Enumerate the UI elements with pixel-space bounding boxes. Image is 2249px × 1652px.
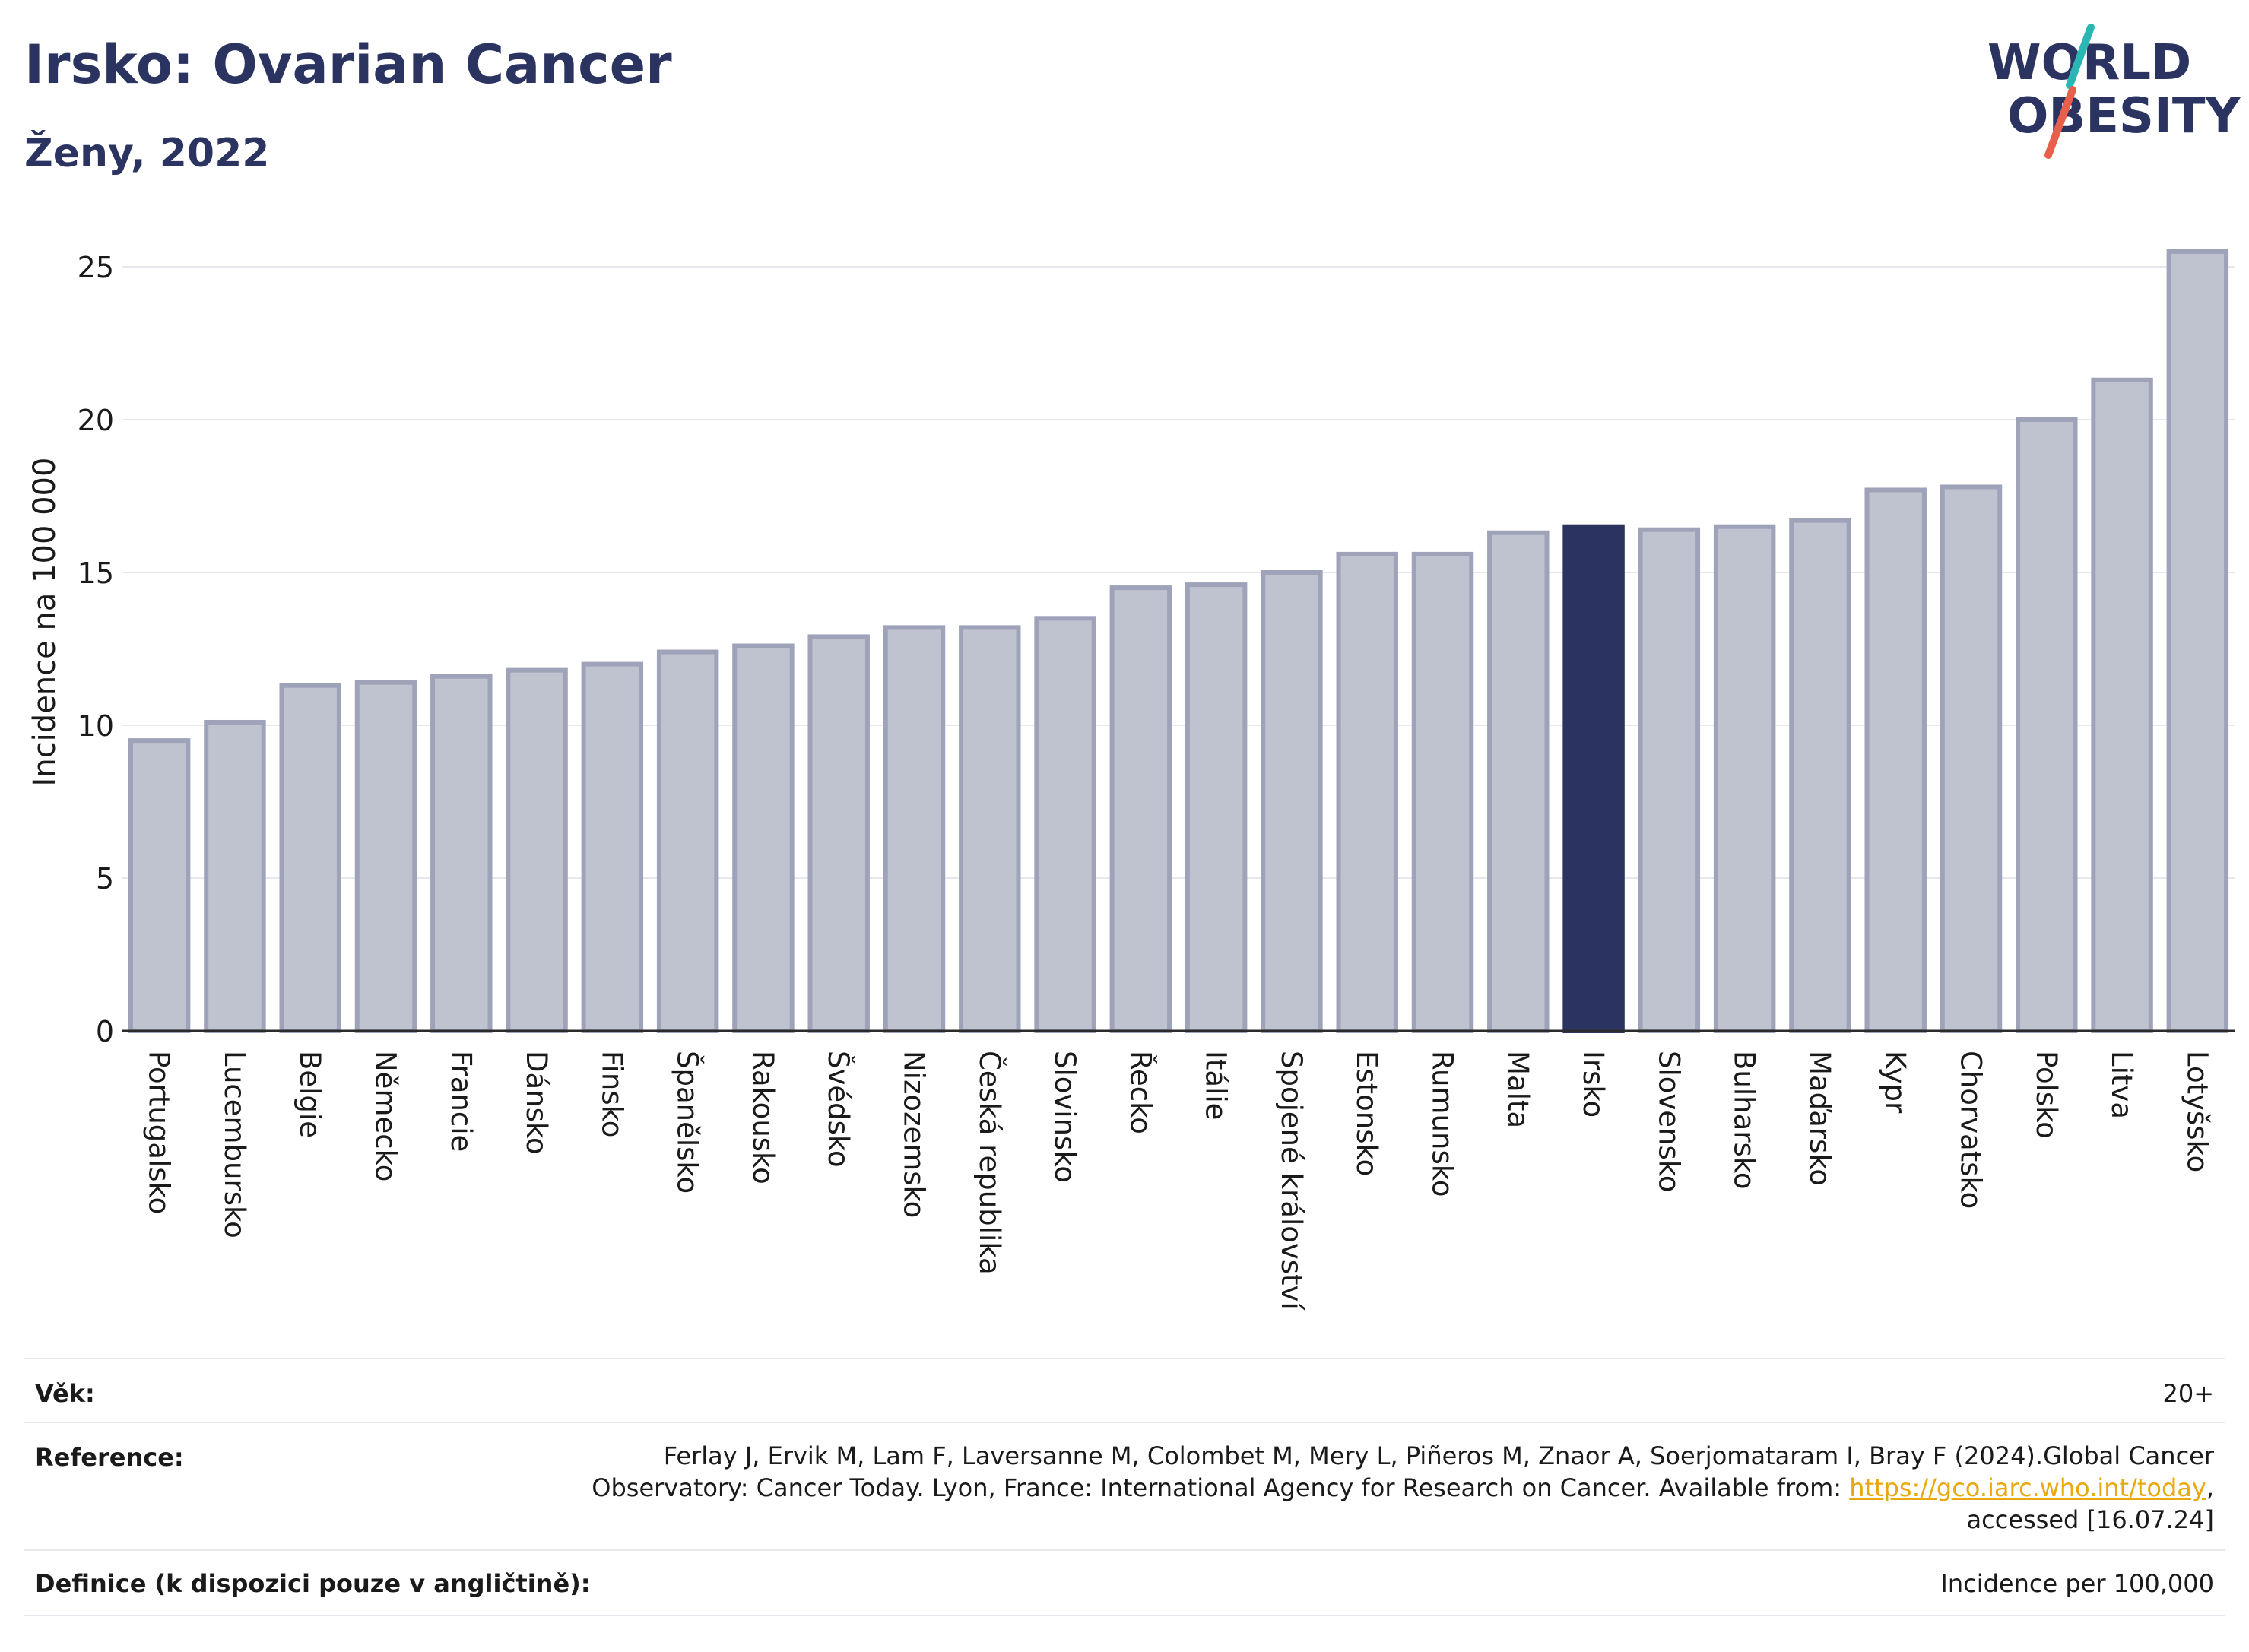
- bar-portugalsko: [128, 738, 191, 1033]
- bar-chorvatsko: [1940, 484, 2003, 1033]
- x-tick-label: Chorvatsko: [1955, 1051, 1987, 1209]
- bar-malta: [1487, 530, 1550, 1033]
- bar-slovensko: [1638, 527, 1701, 1033]
- x-tick-label: Bulharsko: [1728, 1051, 1761, 1189]
- bar-finsko: [581, 661, 644, 1033]
- x-tick-label: Slovensko: [1652, 1051, 1685, 1193]
- metadata-table: Věk: 20+ Reference: Ferlay J, Ervik M, L…: [24, 1358, 2225, 1616]
- y-tick-label: 0: [96, 1015, 114, 1048]
- bar-nizozemsko: [883, 625, 946, 1033]
- x-tick-label: Německo: [370, 1051, 402, 1181]
- bar-itálie: [1185, 582, 1248, 1033]
- bar-rakousko: [732, 643, 795, 1033]
- logo-slash-teal: [2066, 24, 2095, 89]
- age-value: 20+: [2162, 1379, 2214, 1408]
- logo-word-world: WORLD: [1987, 35, 2191, 91]
- x-tick-labels: Portugalsko Lucembursko Belgie Německo Franc…: [143, 1051, 2214, 1311]
- x-tick-label: Polsko: [2030, 1051, 2063, 1139]
- reference-label: Reference:: [35, 1443, 184, 1472]
- x-tick-label: Slovinsko: [1048, 1051, 1081, 1183]
- x-tick-label: Irsko: [1577, 1051, 1610, 1118]
- x-tick-label: Dánsko: [520, 1051, 553, 1155]
- x-tick-label: Česká republika: [973, 1051, 1007, 1275]
- bar-chart: 0 5 10 15 20 25 Portugalsko Lucembursko Belgie N…: [27, 249, 2235, 1311]
- age-label: Věk:: [35, 1379, 95, 1408]
- definition-label: Definice (k dispozici pouze v angličtině…: [35, 1569, 591, 1598]
- bar-rumunsko: [1411, 551, 1474, 1033]
- x-tick-label: Lucembursko: [218, 1051, 251, 1238]
- bar-řecko: [1109, 585, 1172, 1033]
- y-tick-label: 20: [78, 404, 114, 437]
- y-tick-labels: 0 5 10 15 20 25: [78, 251, 114, 1048]
- x-tick-label: Nizozemsko: [898, 1051, 931, 1218]
- x-tick-label: Rakousko: [747, 1051, 779, 1184]
- definition-value: Incidence per 100,000: [1940, 1569, 2214, 1598]
- reference-line-2-end: ,: [2206, 1473, 2214, 1502]
- x-tick-label: Belgie: [293, 1051, 326, 1138]
- meta-row-definition: Definice (k dispozici pouze v angličtině…: [24, 1549, 2225, 1616]
- bar-francie: [430, 674, 493, 1033]
- bar-polsko: [2016, 417, 2078, 1033]
- x-tick-label: Kypr: [1879, 1051, 1911, 1114]
- x-tick-label: Malta: [1502, 1051, 1534, 1128]
- x-tick-label: Francie: [445, 1051, 477, 1152]
- x-tick-label: Maďarsko: [1803, 1051, 1836, 1186]
- x-tick-label: Portugalsko: [143, 1051, 176, 1214]
- y-tick-label: 15: [78, 556, 114, 590]
- bar-lotyšsko: [2166, 249, 2229, 1033]
- bar-německo: [354, 680, 417, 1033]
- bar-irsko: [1562, 524, 1625, 1033]
- meta-row-reference: Reference: Ferlay J, Ervik M, Lam F, Lav…: [24, 1422, 2225, 1551]
- x-tick-label: Litva: [2105, 1051, 2138, 1119]
- bar-litva: [2091, 377, 2153, 1033]
- bar-estonsko: [1336, 551, 1398, 1033]
- bar-spojené-království: [1261, 570, 1323, 1033]
- bars: [128, 249, 2229, 1034]
- chart-title: Irsko: Ovarian Cancer: [24, 33, 672, 96]
- x-tick-label: Finsko: [595, 1051, 628, 1137]
- x-tick-label: Lotyšsko: [2181, 1051, 2213, 1172]
- logo-slash-red: [2044, 86, 2076, 159]
- y-tick-label: 5: [96, 862, 114, 896]
- x-tick-label: Estonsko: [1350, 1051, 1383, 1176]
- y-tick-label: 25: [78, 251, 114, 284]
- reference-line-2: Observatory: Cancer Today. Lyon, France:…: [592, 1472, 2214, 1504]
- bar-maďarsko: [1789, 518, 1851, 1033]
- reference-value: Ferlay J, Ervik M, Lam F, Laversanne M, …: [592, 1440, 2214, 1536]
- meta-row-age: Věk: 20+: [24, 1358, 2225, 1423]
- bar-španělsko: [656, 649, 719, 1034]
- y-axis-title: Incidence na 100 000: [27, 458, 62, 787]
- bar-švédsko: [807, 634, 870, 1033]
- x-tick-label: Spojené království: [1275, 1051, 1308, 1311]
- reference-line-3: accessed [16.07.24]: [1966, 1505, 2214, 1534]
- x-tick-label: Španělsko: [671, 1051, 705, 1194]
- chart-subtitle: Ženy, 2022: [24, 131, 270, 176]
- bar-slovinsko: [1034, 616, 1096, 1033]
- bar-dánsko: [506, 667, 568, 1033]
- x-tick-label: Itálie: [1200, 1051, 1232, 1120]
- logo-word-obesity: OBESITY: [2007, 88, 2241, 144]
- reference-link[interactable]: https://gco.iarc.who.int/today: [1849, 1473, 2206, 1502]
- bar-kypr: [1864, 487, 1927, 1033]
- bar-bulharsko: [1713, 524, 1776, 1033]
- x-tick-label: Řecko: [1124, 1051, 1157, 1134]
- reference-line-2-text: Observatory: Cancer Today. Lyon, France:…: [592, 1473, 1850, 1502]
- world-obesity-logo: WORLD OBESITY: [1987, 24, 2241, 159]
- bar-česká-republika: [959, 625, 1021, 1033]
- x-tick-label: Rumunsko: [1426, 1051, 1459, 1197]
- reference-line-1: Ferlay J, Ervik M, Lam F, Laversanne M, …: [663, 1441, 2214, 1470]
- bar-lucembursko: [204, 719, 266, 1033]
- bar-belgie: [279, 683, 341, 1033]
- x-tick-label: Švédsko: [822, 1051, 855, 1168]
- y-tick-label: 10: [78, 709, 114, 743]
